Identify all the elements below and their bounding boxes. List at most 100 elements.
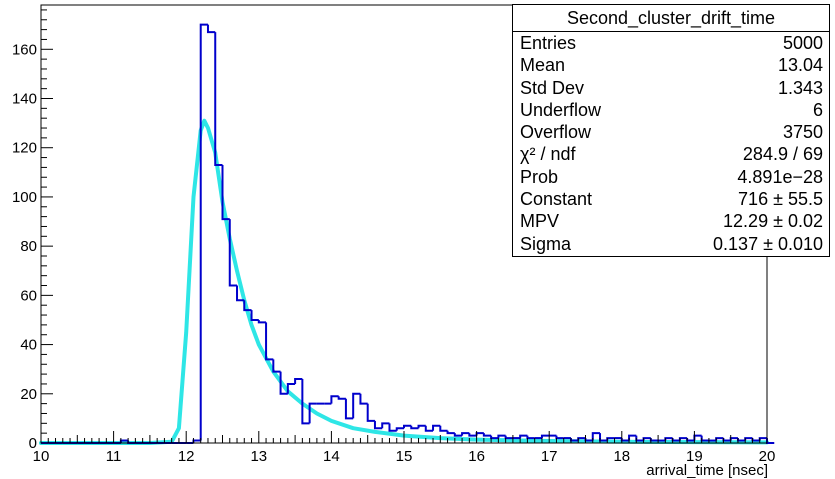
- y-tick-label: 40: [20, 337, 37, 354]
- histogram-bin: [352, 392, 361, 419]
- fit-curve: [39, 118, 769, 445]
- histogram-bin: [432, 424, 441, 431]
- stats-value: 13.04: [777, 55, 823, 76]
- y-tick-label: 120: [12, 140, 37, 157]
- histogram-bin: [236, 285, 245, 302]
- histogram-bin: [729, 437, 738, 441]
- stats-label: Entries: [520, 33, 577, 53]
- stats-row: Overflow 3750: [513, 121, 829, 143]
- x-tick-label: 19: [686, 448, 703, 465]
- stats-row: Entries 5000: [513, 32, 829, 54]
- stats-value: 716 ± 55.5: [738, 189, 823, 210]
- stats-label: Underflow: [520, 99, 602, 120]
- stats-value: 4.891e−28: [737, 166, 823, 187]
- x-tick-label: 14: [323, 448, 340, 465]
- stats-value: 12.29 ± 0.02: [723, 211, 823, 232]
- histogram-bin: [584, 438, 593, 442]
- stats-label: MPV: [520, 211, 560, 232]
- y-tick-label: 20: [20, 386, 37, 403]
- histogram-bin: [555, 435, 564, 440]
- histogram-bin: [700, 435, 709, 442]
- histogram-bin: [599, 433, 608, 442]
- stats-label: Std Dev: [520, 77, 585, 98]
- y-tick-label: 60: [20, 287, 37, 304]
- histogram-bin: [751, 438, 760, 442]
- x-tick-label: 17: [541, 448, 558, 465]
- stats-row: Mean 13.04: [513, 54, 829, 76]
- histogram-bin: [424, 425, 434, 432]
- histogram-bin: [744, 437, 753, 441]
- stats-box: Second_cluster_drift_time Entries 5000 Mea…: [512, 4, 830, 257]
- histogram-bin: [308, 402, 317, 424]
- stats-label: Sigma: [520, 233, 572, 254]
- histogram-bin: [591, 432, 601, 441]
- histogram-bin: [403, 424, 412, 429]
- histogram-bin: [475, 432, 484, 436]
- histogram-bin: [490, 435, 499, 440]
- histogram-bin: [461, 432, 470, 436]
- histogram-bin: [446, 430, 455, 435]
- histogram-bin: [257, 319, 267, 324]
- histogram-bin: [497, 434, 506, 439]
- histogram-bin: [417, 424, 426, 429]
- x-tick-label: 20: [759, 448, 776, 465]
- stats-value: 284.9 / 69: [742, 144, 823, 165]
- x-tick-label: 11: [106, 448, 122, 465]
- histogram-bin: [410, 425, 419, 430]
- stats-label: Mean: [520, 55, 566, 76]
- histogram-bin: [388, 423, 397, 432]
- histogram-bin: [722, 438, 731, 442]
- histogram-bin: [453, 433, 463, 437]
- histogram-bin: [265, 322, 274, 361]
- stats-row: Underflow 6: [513, 99, 829, 121]
- stats-label: Constant: [520, 189, 593, 210]
- histogram-bin: [344, 398, 354, 420]
- histogram-bin: [221, 164, 230, 221]
- histogram-bin: [279, 371, 288, 395]
- histogram-bin: [540, 434, 550, 439]
- histogram-bin: [766, 438, 775, 444]
- histogram-bin: [286, 382, 296, 394]
- stats-value: 6: [812, 99, 823, 120]
- histogram-bin: [359, 393, 368, 405]
- histogram-bin: [686, 438, 695, 442]
- stats-label: Prob: [520, 166, 559, 187]
- histogram-bin: [628, 434, 637, 441]
- histogram-bin: [620, 438, 630, 442]
- stats-row: Prob 4.891e−28: [513, 166, 829, 188]
- histogram-bin: [272, 359, 281, 373]
- stats-label: Overflow: [520, 122, 592, 143]
- histogram-bin: [301, 379, 310, 425]
- stats-box-title: Second_cluster_drift_time: [513, 5, 829, 32]
- histogram-bin: [381, 422, 390, 429]
- stats-label: χ² / ndf: [520, 144, 576, 165]
- histogram-bin: [736, 438, 746, 442]
- x-tick-label: 13: [250, 448, 267, 465]
- stats-row: χ² / ndf 284.9 / 69: [513, 143, 829, 165]
- stats-row: MPV 12.29 ± 0.02: [513, 210, 829, 232]
- histogram-bin: [366, 403, 375, 422]
- histogram-bin: [468, 433, 477, 437]
- histogram-bin: [526, 435, 535, 440]
- x-tick-label: 10: [33, 448, 50, 465]
- histogram-bin: [337, 396, 346, 400]
- histogram-bin: [199, 23, 208, 441]
- x-tick-label: 15: [396, 448, 413, 465]
- histogram-bin: [519, 434, 528, 439]
- stats-row: Std Dev 1.343: [513, 77, 829, 99]
- histogram-bin: [715, 437, 724, 441]
- histogram-bin: [214, 32, 223, 166]
- histogram-bin: [330, 395, 339, 404]
- stats-value: 3750: [782, 122, 823, 143]
- x-tick-label: 18: [613, 448, 630, 465]
- stats-row: Constant 716 ± 55.5: [513, 188, 829, 210]
- stats-value: 0.137 ± 0.010: [713, 233, 823, 254]
- x-axis-label: arrival_time [nsec]: [646, 462, 768, 479]
- histogram-bin: [294, 378, 303, 384]
- y-tick-label: 0: [29, 435, 37, 452]
- histogram-bin: [758, 437, 767, 441]
- stats-row: Sigma 0.137 ± 0.010: [513, 233, 829, 255]
- histogram-bin: [504, 435, 513, 440]
- y-tick-label: 100: [12, 189, 37, 206]
